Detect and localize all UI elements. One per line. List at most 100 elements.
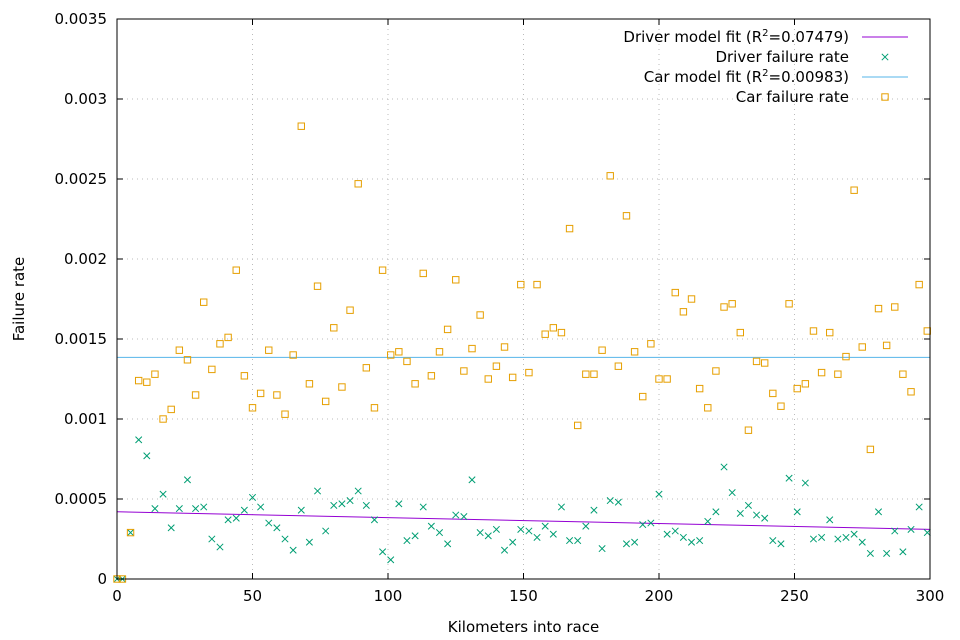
car-failure-point <box>321 397 330 406</box>
car-failure-point <box>679 308 688 316</box>
driver-failure-point <box>240 506 248 514</box>
driver-failure-point <box>346 497 354 505</box>
driver-failure-point <box>753 511 761 519</box>
car-failure-point <box>533 280 541 289</box>
car-failure-point <box>882 341 891 350</box>
car-failure-point <box>549 324 558 332</box>
driver-failure-point <box>525 527 533 535</box>
driver-failure-point <box>387 556 395 564</box>
car-failure-point <box>793 384 801 393</box>
driver-failure-point <box>175 505 183 513</box>
car-failure-point <box>387 351 395 359</box>
driver-fit-line <box>116 511 931 530</box>
x-tick-label: 150 <box>509 587 538 605</box>
y-axis-label: Failure rate <box>10 257 28 342</box>
car-failure-point <box>224 333 232 342</box>
car-failure-point <box>240 372 249 380</box>
data-points <box>113 122 931 583</box>
driver-failure-point <box>622 540 631 548</box>
car-failure-point <box>435 348 444 356</box>
car-failure-point <box>606 172 614 180</box>
driver-failure-point <box>883 549 891 557</box>
car-failure-point <box>777 402 785 410</box>
car-failure-point <box>338 383 346 391</box>
driver-failure-point <box>712 508 720 516</box>
car-failure-point <box>866 445 875 454</box>
driver-failure-point <box>476 529 484 537</box>
driver-failure-point <box>899 548 907 556</box>
car-failure-point <box>517 280 525 289</box>
driver-failure-point <box>395 500 403 508</box>
legend-driver-points-label: Driver failure rate <box>715 48 849 66</box>
car-failure-point <box>671 288 679 297</box>
y-tick-label: 0.001 <box>64 410 107 428</box>
driver-failure-point <box>793 508 801 516</box>
driver-failure-point <box>216 543 224 551</box>
car-failure-point <box>590 370 598 378</box>
driver-failure-point <box>671 527 679 535</box>
car-failure-point <box>191 391 200 399</box>
driver-failure-point <box>818 533 826 541</box>
car-failure-point <box>143 378 151 386</box>
car-failure-point <box>655 375 663 383</box>
legend-car-points-swatch <box>881 93 889 101</box>
legend-car-points-label: Car failure rate <box>736 88 849 106</box>
driver-failure-point <box>297 506 305 514</box>
car-failure-point <box>452 276 460 284</box>
car-failure-point <box>403 357 411 366</box>
driver-failure-point <box>687 538 696 546</box>
driver-failure-point <box>330 501 338 509</box>
driver-failure-point <box>891 527 899 535</box>
driver-failure-point <box>435 529 444 537</box>
x-axis-label: Kilometers into race <box>448 618 599 636</box>
driver-failure-point <box>736 509 744 517</box>
car-failure-point <box>159 415 167 423</box>
car-failure-point <box>695 384 704 393</box>
driver-failure-point <box>354 487 362 495</box>
car-failure-point <box>736 328 744 337</box>
legend-driver-points-swatch <box>881 53 889 61</box>
driver-failure-point <box>769 537 777 545</box>
car-failure-point <box>598 346 606 354</box>
driver-failure-point <box>159 490 167 498</box>
legend-car-fit-label: Car model fit (R2=0.00983) <box>644 68 849 86</box>
driver-failure-point <box>907 525 915 533</box>
driver-failure-point <box>858 538 866 546</box>
driver-failure-point <box>370 516 379 524</box>
car-failure-point <box>200 298 208 306</box>
y-tick-label: 0.0035 <box>55 10 108 28</box>
driver-failure-point <box>614 498 622 506</box>
driver-failure-point <box>322 527 330 535</box>
driver-failure-point <box>631 538 639 546</box>
car-failure-point <box>265 346 273 354</box>
car-failure-point <box>525 368 533 377</box>
car-failure-point <box>647 340 655 348</box>
car-failure-point <box>289 351 297 359</box>
y-tick-label: 0.002 <box>64 250 107 268</box>
car-failure-point <box>915 280 923 289</box>
driver-failure-point <box>500 546 509 554</box>
driver-failure-point <box>362 501 370 509</box>
car-failure-point <box>362 364 371 372</box>
car-failure-point <box>443 325 452 334</box>
car-failure-point <box>208 365 216 374</box>
driver-failure-point <box>200 503 208 511</box>
driver-failure-point <box>728 489 736 497</box>
car-failure-point <box>907 388 915 396</box>
car-failure-point <box>500 343 509 351</box>
driver-failure-point <box>647 519 655 527</box>
driver-failure-point <box>151 505 159 513</box>
car-failure-point <box>614 362 623 370</box>
driver-failure-point <box>135 436 143 444</box>
driver-failure-point <box>273 524 281 532</box>
car-failure-point <box>557 328 566 337</box>
driver-failure-point <box>777 540 785 548</box>
car-failure-point <box>899 370 907 378</box>
car-failure-point <box>574 421 582 430</box>
driver-failure-point <box>744 501 752 509</box>
driver-failure-point <box>232 514 240 522</box>
car-failure-point <box>175 346 184 354</box>
y-tick-label: 0.003 <box>64 90 107 108</box>
driver-failure-point <box>183 476 192 484</box>
